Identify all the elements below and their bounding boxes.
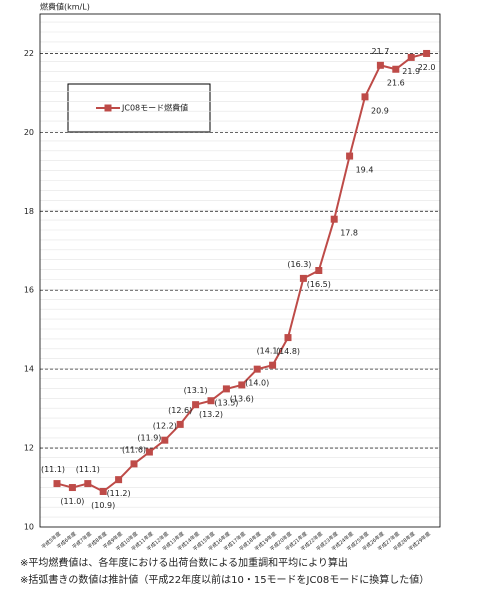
marker — [361, 93, 369, 101]
data-label: 17.8 — [340, 229, 358, 238]
legend-box — [67, 83, 211, 133]
marker — [99, 487, 107, 495]
data-label: (12.2) — [153, 422, 177, 431]
y-tick-label: 22 — [24, 49, 34, 58]
data-label: (13.1) — [184, 386, 208, 395]
data-label: 20.9 — [371, 106, 389, 115]
marker — [346, 152, 354, 160]
data-label: (12.6) — [168, 406, 192, 415]
data-label: (13.6) — [230, 394, 254, 403]
marker — [407, 53, 415, 61]
y-tick-label: 16 — [24, 286, 34, 295]
y-tick-label: 18 — [24, 207, 34, 216]
marker — [130, 460, 138, 468]
marker — [222, 385, 230, 393]
data-label: 21.7 — [371, 47, 389, 56]
marker — [423, 49, 431, 57]
marker — [207, 397, 215, 405]
data-label: 21.9 — [402, 67, 420, 76]
marker — [238, 381, 246, 389]
y-axis-label: 燃費値(km/L) — [40, 2, 90, 12]
y-tick-label: 12 — [24, 444, 34, 453]
y-tick-label: 14 — [24, 365, 34, 374]
y-tick-label: 10 — [24, 523, 34, 532]
marker — [161, 436, 169, 444]
marker — [68, 484, 76, 492]
y-tick-label: 20 — [24, 128, 34, 137]
plot-frame — [39, 13, 441, 528]
marker — [299, 274, 307, 282]
data-label: (10.9) — [91, 501, 115, 510]
data-label: (13.2) — [199, 410, 223, 419]
marker — [84, 480, 92, 488]
data-label: (11.1) — [76, 465, 100, 474]
marker — [145, 448, 153, 456]
marker — [176, 420, 184, 428]
data-label: (11.0) — [60, 497, 84, 506]
data-label: (16.5) — [307, 280, 331, 289]
marker — [392, 65, 400, 73]
marker — [315, 267, 323, 274]
note: ※括弧書きの数値は推計値（平成22年度以前は10・15モードをJC08モードに換… — [20, 573, 429, 586]
marker — [253, 365, 261, 373]
data-label: (11.2) — [107, 489, 131, 498]
data-label: (11.9) — [137, 434, 161, 443]
marker — [192, 401, 200, 409]
legend-label: JC08モード燃費値 — [121, 103, 188, 113]
marker — [330, 215, 338, 223]
marker — [53, 480, 61, 488]
legend-marker — [104, 104, 112, 112]
data-label: (14.1) — [257, 347, 281, 356]
data-label: (13.5) — [214, 398, 238, 407]
data-label: 19.4 — [356, 166, 374, 175]
marker — [376, 61, 384, 69]
data-label: (16.3) — [287, 260, 311, 269]
data-label: (11.1) — [41, 465, 65, 474]
note: ※平均燃費値は、各年度における出荷台数による加重調和平均により算出 — [20, 556, 348, 569]
data-label: 21.6 — [387, 79, 405, 88]
data-label: 22.0 — [418, 63, 436, 72]
marker — [115, 476, 123, 484]
marker — [269, 361, 277, 369]
data-label: (14.8) — [276, 347, 300, 356]
marker — [284, 334, 292, 342]
data-label: (11.6) — [122, 445, 146, 454]
data-label: (14.0) — [245, 379, 269, 388]
